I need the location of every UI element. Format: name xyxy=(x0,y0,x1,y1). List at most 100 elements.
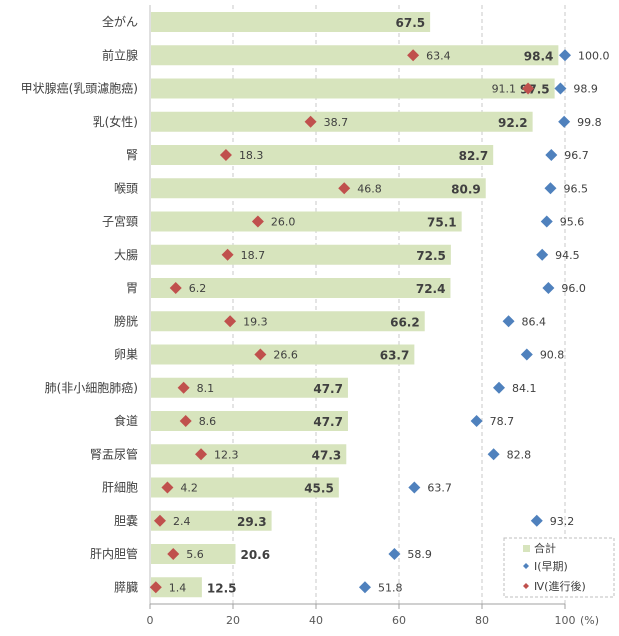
bar-total xyxy=(151,12,431,32)
marker-stage4 xyxy=(167,548,180,560)
category-label: 肝細胞 xyxy=(102,481,138,495)
bar-value-label: 92.2 xyxy=(498,116,528,130)
stage4-value-label: 5.6 xyxy=(186,548,204,561)
bar-value-label: 67.5 xyxy=(396,16,426,30)
legend-label-total: 合計 xyxy=(534,541,556,555)
legend-box xyxy=(503,537,615,598)
bar-total xyxy=(151,577,202,598)
bar-total xyxy=(151,444,347,465)
bar-value-label: 66.2 xyxy=(390,315,420,329)
stage4-value-label: 2.4 xyxy=(173,515,191,528)
bar-total xyxy=(151,477,339,498)
stage1-value-label: 96.0 xyxy=(561,282,586,295)
category-label: 腎盂尿管 xyxy=(90,446,138,461)
stage4-value-label: 8.1 xyxy=(197,382,215,395)
marker-stage1 xyxy=(554,82,567,95)
bar-value-label: 45.5 xyxy=(304,482,334,496)
category-label: 甲状腺癌(乳頭濾胞癌) xyxy=(21,81,138,96)
stage4-value-label: 1.4 xyxy=(169,581,187,594)
stage1-value-label: 99.8 xyxy=(577,116,602,129)
bar-total xyxy=(151,278,451,298)
legend-label-stage4: Ⅳ(進行後) xyxy=(534,579,586,593)
category-label: 膀胱 xyxy=(114,313,138,328)
marker-stage1 xyxy=(559,49,571,62)
legend-label-stage1: Ⅰ(早期) xyxy=(534,560,568,573)
marker-stage1 xyxy=(540,215,553,228)
x-tick-label: 100 xyxy=(555,614,576,627)
marker-stage1 xyxy=(408,481,421,494)
stage4-value-label: 19.3 xyxy=(243,315,268,328)
marker-stage4 xyxy=(195,448,208,461)
stage1-value-label: 58.9 xyxy=(407,548,432,561)
marker-stage4 xyxy=(304,115,317,128)
marker-stage1 xyxy=(558,115,571,128)
category-label: 卵巣 xyxy=(114,348,138,362)
bar-value-label: 72.5 xyxy=(416,249,446,263)
marker-stage4 xyxy=(177,381,190,394)
bar-total xyxy=(151,78,555,99)
bar-value-label: 47.7 xyxy=(313,382,343,396)
marker-stage1 xyxy=(502,315,515,328)
x-tick-label: 80 xyxy=(475,614,489,627)
bar-total xyxy=(151,377,348,398)
stage4-value-label: 91.1 xyxy=(492,83,517,96)
stage4-value-label: 26.6 xyxy=(273,349,298,362)
marker-stage1 xyxy=(358,581,371,594)
bar-total xyxy=(151,178,486,199)
marker-stage4 xyxy=(221,248,234,261)
bar-total xyxy=(151,510,272,531)
marker-stage1 xyxy=(542,282,555,294)
stage1-value-label: 90.8 xyxy=(540,349,565,362)
bar-value-label: 20.6 xyxy=(240,548,270,562)
marker-stage4 xyxy=(169,282,182,294)
marker-stage1 xyxy=(487,448,500,461)
bar-total xyxy=(151,544,236,564)
marker-stage1 xyxy=(388,548,401,560)
marker-stage1 xyxy=(470,415,483,427)
category-label: 喉頭 xyxy=(114,181,138,195)
category-label: 胆嚢 xyxy=(114,513,138,528)
bar-value-label: 98.4 xyxy=(524,49,554,63)
bar-value-label: 47.3 xyxy=(312,448,342,462)
marker-stage4 xyxy=(161,481,174,494)
stage1-value-label: 86.4 xyxy=(522,315,547,328)
marker-stage1 xyxy=(536,248,549,261)
marker-stage1 xyxy=(520,348,533,361)
stage1-value-label: 63.7 xyxy=(427,482,452,495)
marker-stage4 xyxy=(219,149,232,161)
stage1-value-label: 96.5 xyxy=(563,182,588,195)
bar-total xyxy=(151,145,494,165)
stage4-value-label: 12.3 xyxy=(214,448,239,461)
bar-total xyxy=(151,45,559,66)
marker-stage4 xyxy=(407,49,420,62)
x-tick-label: 0 xyxy=(147,614,154,627)
stage1-value-label: 94.5 xyxy=(555,249,580,262)
stage4-value-label: 38.7 xyxy=(324,116,349,129)
marker-stage4 xyxy=(522,82,535,95)
bar-value-label: 80.9 xyxy=(451,182,481,196)
bar-total xyxy=(151,244,451,265)
stage1-value-label: 95.6 xyxy=(560,216,585,229)
marker-stage1 xyxy=(544,182,557,195)
bar-total xyxy=(151,344,415,365)
bar-total xyxy=(151,311,425,332)
x-tick-label: 40 xyxy=(309,614,323,627)
stage1-value-label: 98.9 xyxy=(573,83,598,96)
stage4-value-label: 18.7 xyxy=(241,249,265,262)
marker-stage4 xyxy=(338,182,351,195)
category-label: 食道 xyxy=(114,413,138,428)
stage4-value-label: 18.3 xyxy=(239,149,264,162)
bar-value-label: 72.4 xyxy=(416,282,446,296)
x-tick-label: 20 xyxy=(226,614,240,627)
legend-swatch-stage4 xyxy=(523,583,529,589)
bar-value-label: 75.1 xyxy=(427,216,457,230)
stage4-value-label: 63.4 xyxy=(426,49,451,62)
marker-stage1 xyxy=(530,514,543,527)
category-label: 胃 xyxy=(126,281,138,295)
bar-value-label: 47.7 xyxy=(313,415,343,429)
stage1-value-label: 51.8 xyxy=(378,581,403,594)
category-label: 大腸 xyxy=(114,248,138,262)
stage1-value-label: 93.2 xyxy=(550,515,575,528)
marker-stage4 xyxy=(179,415,192,427)
